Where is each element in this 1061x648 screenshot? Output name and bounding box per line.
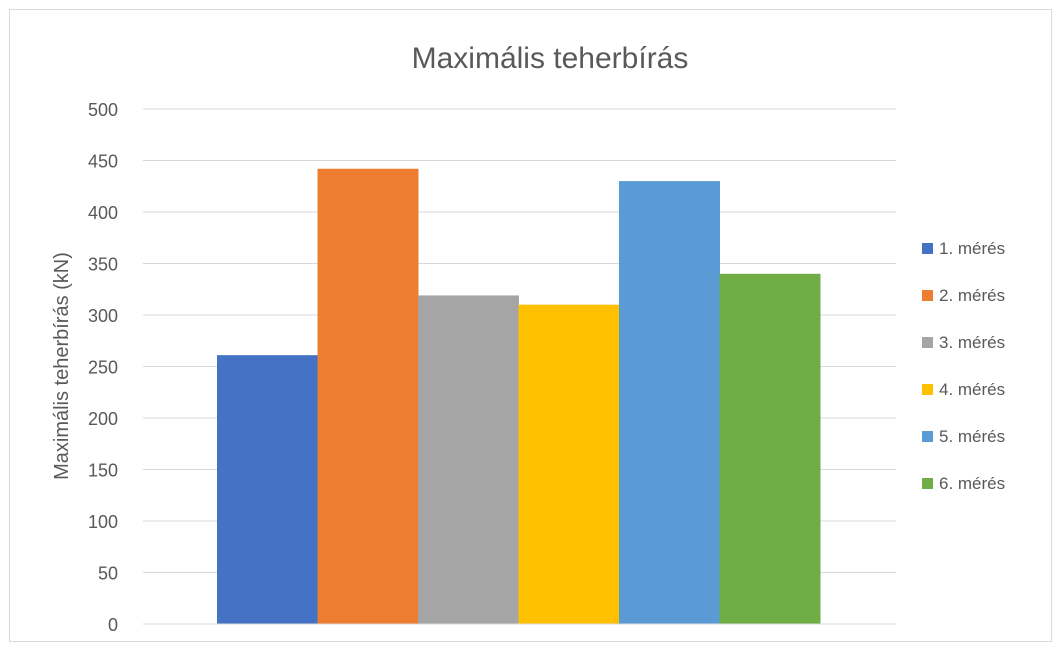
y-tick-label: 50	[98, 564, 118, 584]
legend-label: 5. mérés	[939, 427, 1005, 446]
y-tick-label: 100	[88, 512, 118, 532]
bar-5	[619, 181, 720, 624]
bar-2	[317, 168, 419, 625]
y-tick-label: 150	[88, 461, 118, 481]
legend-label: 6. mérés	[939, 474, 1005, 493]
legend-label: 1. mérés	[939, 239, 1005, 258]
bar-3	[418, 295, 519, 624]
legend-swatch	[922, 431, 933, 442]
legend-swatch	[922, 337, 933, 348]
chart-title: Maximális teherbírás	[412, 42, 689, 75]
y-tick-label: 0	[108, 615, 118, 635]
legend-swatch	[922, 243, 933, 254]
bar-6	[719, 273, 821, 624]
legend-label: 3. mérés	[939, 333, 1005, 352]
y-tick-label: 400	[88, 203, 118, 223]
legend-swatch	[922, 478, 933, 489]
bar-4	[518, 304, 620, 624]
y-tick-label: 200	[88, 409, 118, 429]
legend-label: 2. mérés	[939, 286, 1005, 305]
y-axis-ticks: 0 50 100 150 200 250 300 350 400 450 500	[88, 100, 118, 635]
y-tick-label: 450	[88, 152, 118, 172]
y-tick-label: 300	[88, 306, 118, 326]
legend-swatch	[922, 384, 933, 395]
legend-label: 4. mérés	[939, 380, 1005, 399]
y-tick-label: 250	[88, 358, 118, 378]
bar-1	[217, 355, 318, 624]
y-tick-label: 500	[88, 100, 118, 120]
bars	[217, 168, 821, 625]
legend: 1. mérés 2. mérés 3. mérés 4. mérés 5. mérés…	[922, 239, 1005, 493]
legend-swatch	[922, 290, 933, 301]
y-tick-label: 350	[88, 255, 118, 275]
y-axis-label: Maximális teherbírás (kN)	[51, 252, 73, 480]
